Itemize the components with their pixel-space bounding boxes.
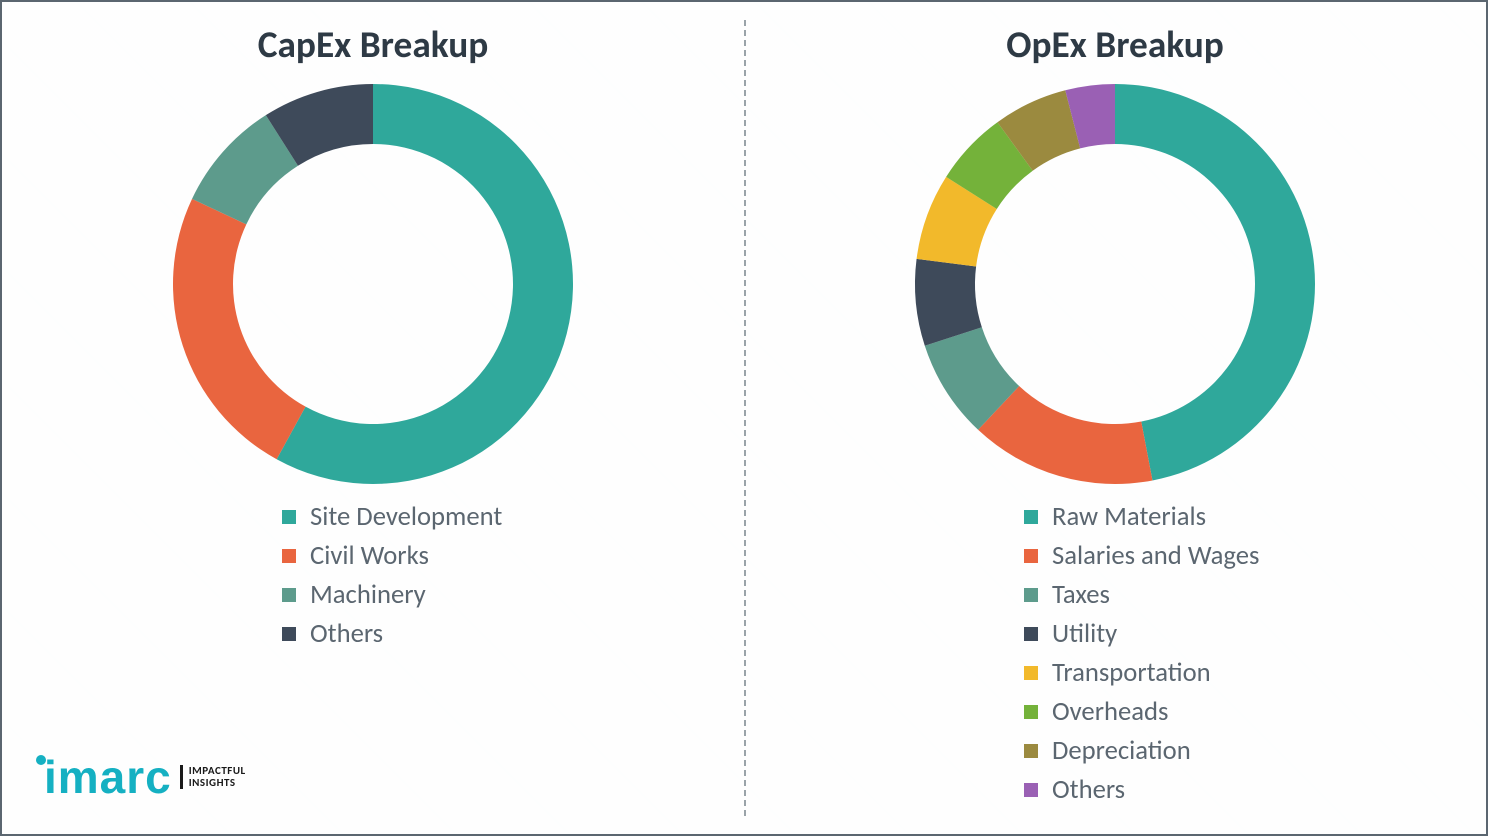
legend-item: Salaries and Wages (1024, 540, 1486, 572)
legend-item: Site Development (282, 501, 744, 533)
legend-item: Others (282, 618, 744, 650)
legend-label: Salaries and Wages (1052, 540, 1259, 572)
panel-opex: OpEx Breakup Raw Materials Salaries and W… (744, 2, 1486, 834)
legend-opex: Raw Materials Salaries and Wages Taxes Util… (1024, 501, 1486, 806)
legend-item: Taxes (1024, 579, 1486, 611)
chart-wrap-opex (744, 74, 1486, 494)
donut-slice (173, 199, 306, 459)
donut-chart-opex (905, 74, 1325, 494)
logo-word: imarc (44, 751, 172, 803)
legend-label: Civil Works (310, 540, 429, 572)
legend-swatch-icon (1024, 588, 1038, 602)
panel-title-opex: OpEx Breakup (744, 22, 1486, 68)
legend-swatch-icon (1024, 783, 1038, 797)
legend-item: Others (1024, 774, 1486, 806)
legend-item: Transportation (1024, 657, 1486, 689)
legend-item: Machinery (282, 579, 744, 611)
legend-label: Taxes (1052, 579, 1110, 611)
logo-wordmark: imarc (36, 754, 172, 800)
legend-capex: Site Development Civil Works Machinery Othe… (282, 501, 744, 650)
legend-swatch-icon (1024, 666, 1038, 680)
legend-swatch-icon (282, 627, 296, 641)
legend-label: Utility (1052, 618, 1117, 650)
legend-swatch-icon (1024, 549, 1038, 563)
legend-swatch-icon (1024, 510, 1038, 524)
chart-wrap-capex (2, 74, 744, 494)
legend-label: Depreciation (1052, 735, 1191, 767)
legend-label: Transportation (1052, 657, 1211, 689)
legend-swatch-icon (282, 588, 296, 602)
legend-item: Overheads (1024, 696, 1486, 728)
legend-label: Raw Materials (1052, 501, 1206, 533)
legend-item: Utility (1024, 618, 1486, 650)
legend-label: Machinery (310, 579, 426, 611)
legend-swatch-icon (282, 510, 296, 524)
donut-slice (1115, 84, 1315, 480)
legend-item: Civil Works (282, 540, 744, 572)
panel-capex: CapEx Breakup Site Development Civil Work… (2, 2, 744, 834)
panel-title-capex: CapEx Breakup (2, 22, 744, 68)
legend-label: Site Development (310, 501, 502, 533)
legend-label: Others (310, 618, 383, 650)
legend-swatch-icon (1024, 705, 1038, 719)
logo-tagline: IMPACTFUL INSIGHTS (180, 765, 246, 788)
legend-item: Raw Materials (1024, 501, 1486, 533)
legend-item: Depreciation (1024, 735, 1486, 767)
chart-frame: CapEx Breakup Site Development Civil Work… (0, 0, 1488, 836)
brand-logo: imarc IMPACTFUL INSIGHTS (36, 754, 246, 800)
vertical-divider (744, 20, 746, 816)
legend-swatch-icon (282, 549, 296, 563)
legend-label: Overheads (1052, 696, 1168, 728)
logo-tag-line2: INSIGHTS (189, 776, 236, 789)
legend-swatch-icon (1024, 744, 1038, 758)
legend-label: Others (1052, 774, 1125, 806)
donut-chart-capex (163, 74, 583, 494)
legend-swatch-icon (1024, 627, 1038, 641)
